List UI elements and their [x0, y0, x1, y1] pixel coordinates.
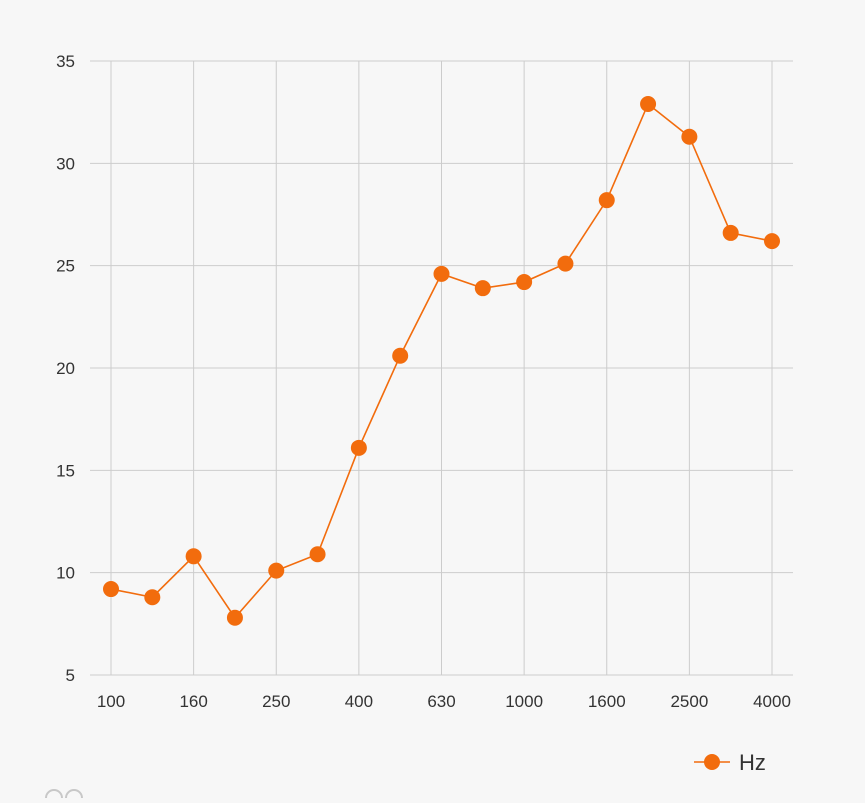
data-point[interactable] [309, 546, 326, 563]
x-tick-label: 100 [97, 692, 125, 711]
logo-icon [45, 789, 83, 799]
data-point[interactable] [392, 347, 409, 364]
x-tick-label: 4000 [753, 692, 791, 711]
data-point[interactable] [226, 609, 243, 626]
series-group [103, 95, 780, 626]
data-point[interactable] [516, 274, 533, 291]
y-tick-label: 15 [56, 461, 75, 480]
data-point[interactable] [598, 192, 615, 209]
x-tick-label: 1000 [505, 692, 543, 711]
data-point[interactable] [722, 224, 739, 241]
x-axis-ticks: 100 160 250 400 630 1000 1600 2500 4000 [97, 692, 791, 711]
data-point[interactable] [433, 265, 450, 282]
y-tick-label: 35 [56, 52, 75, 71]
x-tick-label: 630 [427, 692, 455, 711]
y-tick-label: 30 [56, 154, 75, 173]
y-tick-label: 20 [56, 359, 75, 378]
legend-marker-swatch [704, 754, 720, 770]
data-point[interactable] [185, 548, 202, 565]
data-point[interactable] [640, 95, 657, 112]
legend-label: Hz [739, 750, 766, 775]
grid [90, 60, 793, 676]
x-tick-label: 160 [179, 692, 207, 711]
data-point[interactable] [557, 255, 574, 272]
legend[interactable]: Hz [694, 750, 766, 775]
y-tick-label: 5 [66, 666, 75, 685]
data-point[interactable] [350, 439, 367, 456]
data-point[interactable] [144, 589, 161, 606]
y-tick-label: 10 [56, 564, 75, 583]
data-point[interactable] [103, 581, 119, 598]
x-tick-label: 1600 [588, 692, 626, 711]
x-tick-label: 2500 [670, 692, 708, 711]
x-tick-label: 250 [262, 692, 290, 711]
y-tick-label: 25 [56, 257, 75, 276]
data-point[interactable] [474, 280, 491, 297]
y-axis-ticks: 5 10 15 20 25 30 35 [56, 52, 75, 685]
data-point[interactable] [268, 562, 285, 579]
data-point[interactable] [764, 233, 780, 250]
data-point[interactable] [681, 128, 698, 145]
x-tick-label: 400 [345, 692, 373, 711]
